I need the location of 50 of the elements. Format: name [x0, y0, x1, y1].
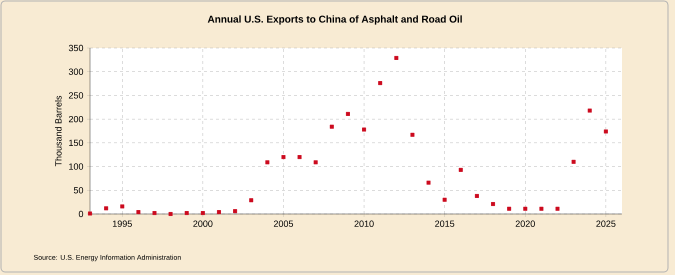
point [104, 206, 108, 210]
x-tick-label: 1995 [112, 220, 132, 227]
y-tick-label: 350 [68, 44, 84, 52]
y-tick-label: 250 [68, 92, 84, 99]
point [346, 112, 350, 116]
x-tick-label: 2010 [354, 220, 374, 227]
point [378, 81, 382, 86]
point [539, 206, 544, 211]
point [330, 124, 334, 129]
point [556, 206, 560, 211]
point [572, 160, 576, 164]
point [394, 56, 398, 60]
point [136, 210, 140, 214]
x-tick-label: 2015 [435, 220, 454, 227]
point [474, 194, 479, 198]
point [491, 202, 496, 206]
point [442, 198, 447, 202]
y-tick-label: 150 [69, 140, 84, 146]
point [249, 198, 254, 202]
point [298, 155, 302, 160]
x-tick-label: 2005 [274, 220, 294, 227]
y-tick-label: 100 [69, 163, 84, 170]
x-tick-label: 2025 [596, 220, 616, 227]
point [281, 155, 286, 160]
y-axis-title: Thousand Barrels [54, 96, 62, 166]
point [588, 108, 592, 113]
point [362, 128, 366, 132]
point [523, 206, 528, 211]
chart-title: Annual U.S. Exports to China of Asphalt and Road Oil [208, 15, 462, 25]
point [88, 212, 92, 216]
y-tick-label: 50 [74, 187, 84, 194]
point [184, 211, 189, 216]
y-tick-label: 0 [78, 210, 84, 218]
point [216, 210, 221, 214]
y-tick-label: 300 [68, 68, 84, 75]
point [314, 160, 318, 164]
point [507, 206, 512, 211]
point [604, 129, 608, 134]
point [200, 211, 205, 216]
y-tick-label: 200 [68, 116, 84, 122]
point [265, 160, 270, 164]
point [120, 204, 124, 208]
x-tick-label: 2020 [516, 220, 535, 227]
point [426, 180, 431, 185]
point [458, 168, 463, 172]
point [233, 209, 238, 214]
point [152, 211, 156, 216]
x-tick-label: 2000 [193, 220, 213, 227]
point [410, 132, 414, 137]
point [168, 212, 173, 216]
